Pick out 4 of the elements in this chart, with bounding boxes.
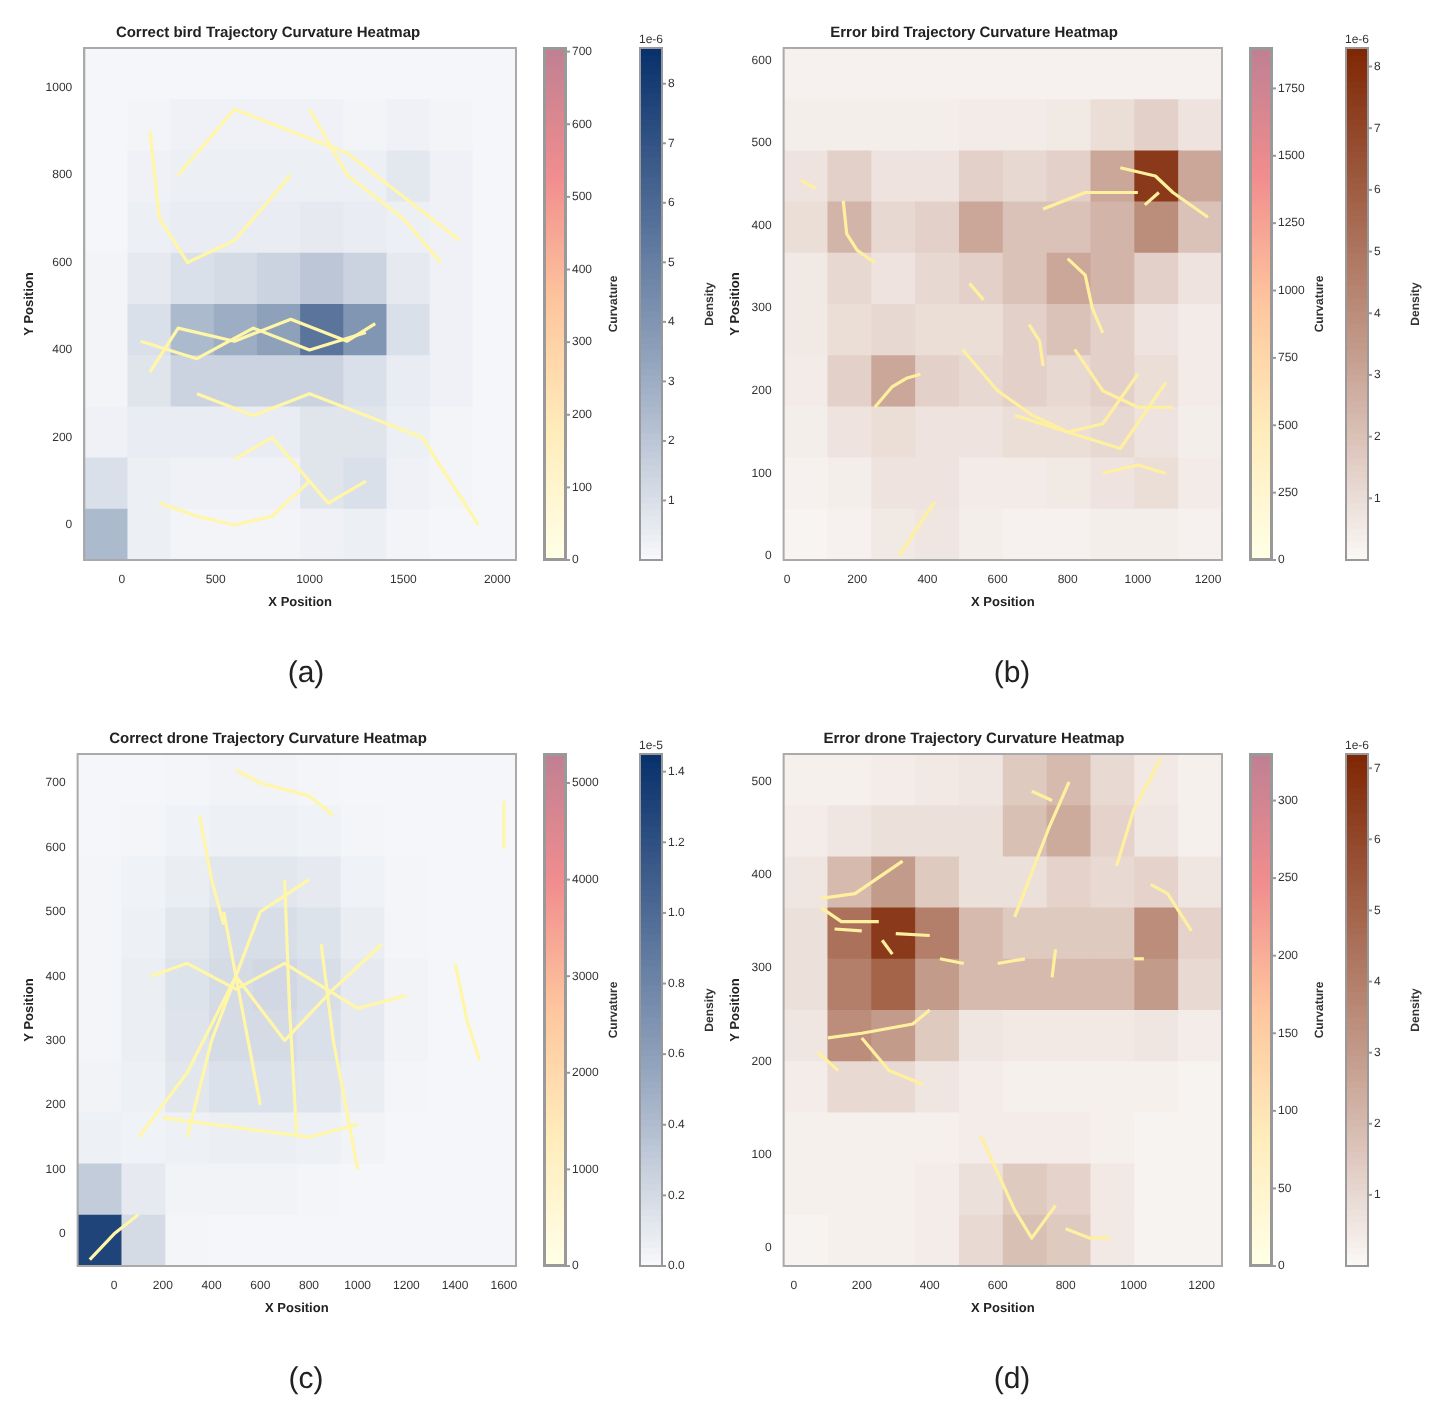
text: (a)	[287, 656, 325, 690]
text: (c)	[288, 1362, 324, 1396]
text: (d)	[993, 1362, 1031, 1396]
text: (b)	[993, 656, 1031, 690]
